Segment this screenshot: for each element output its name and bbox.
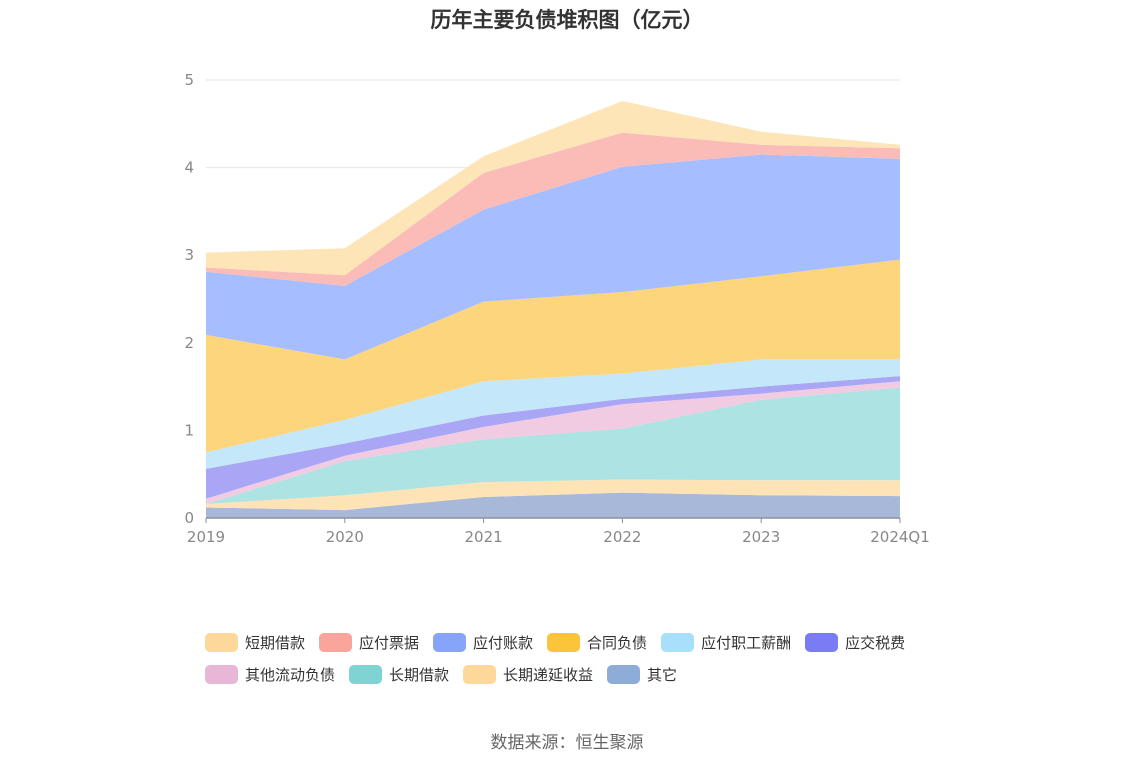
x-tick-label: 2022: [603, 528, 641, 546]
chart-plot: 0 1 2 3 4 5 2019 2020 2021 2022 2023 2024Q1: [184, 71, 929, 546]
legend-label: 应付职工薪酬: [701, 633, 792, 652]
legend-swatch: [349, 664, 383, 684]
y-tick-label: 5: [184, 71, 194, 89]
axis-layer: 0 1 2 3 4 5 2019 2020 2021 2022 2023 2024Q1: [184, 71, 929, 546]
legend-label: 应交税费: [845, 633, 906, 652]
legend-swatch: [607, 664, 641, 684]
legend-swatch: [463, 664, 497, 684]
area-series: [206, 259, 900, 453]
y-tick-label: 3: [184, 246, 194, 264]
legend-swatch: [433, 632, 467, 652]
legend-item[interactable]: 应付职工薪酬: [661, 630, 791, 654]
area-series: [206, 154, 900, 360]
area-series: [206, 479, 900, 511]
legend-item[interactable]: 应付票据: [319, 630, 419, 654]
legend-item[interactable]: 其它: [607, 662, 677, 686]
y-tick-label: 1: [184, 421, 194, 439]
legend-item[interactable]: 短期借款: [205, 630, 305, 654]
source-note: 数据来源：恒生聚源: [490, 733, 644, 753]
x-tick-label: 2020: [326, 528, 364, 546]
legend-label: 长期借款: [389, 665, 450, 684]
legend-label: 合同负债: [587, 633, 648, 652]
legend-label: 应付账款: [473, 633, 534, 652]
legend-label: 其他流动负债: [245, 665, 336, 684]
legend-label: 应付票据: [359, 633, 420, 652]
legend-swatch: [547, 632, 581, 652]
legend-item[interactable]: 其他流动负债: [205, 662, 335, 686]
y-tick-label: 4: [184, 159, 194, 177]
legend-item[interactable]: 长期递延收益: [463, 662, 593, 686]
area-series: [206, 387, 900, 504]
legend-label: 短期借款: [245, 633, 306, 652]
legend-label: 其它: [647, 665, 678, 684]
area-series: [206, 359, 900, 469]
legend-swatch: [319, 632, 353, 652]
legend-swatch: [205, 632, 238, 652]
x-tick-label: 2021: [465, 528, 503, 546]
legend-swatch: [661, 632, 695, 652]
legend-swatch: [805, 632, 839, 652]
x-tick-label: 2023: [742, 528, 780, 546]
area-series: [206, 381, 900, 504]
y-tick-label: 2: [184, 334, 194, 352]
legend-item[interactable]: 合同负债: [547, 630, 647, 654]
area-series: [206, 101, 900, 276]
legend-label: 长期递延收益: [503, 665, 594, 684]
x-tick-label: 2024Q1: [870, 528, 930, 546]
legend-item[interactable]: 长期借款: [349, 662, 449, 686]
y-tick-label: 0: [184, 509, 194, 527]
area-series: [206, 492, 900, 518]
legend-item[interactable]: 应付账款: [433, 630, 533, 654]
chart-title: 历年主要负债堆积图（亿元）: [430, 8, 704, 32]
legend-item[interactable]: 应交税费: [805, 630, 905, 654]
legend: 短期借款 应付票据 应付账款 合同负债 应付职工薪酬 应交税费其他流动负债 长期借款 长期递延…: [205, 630, 965, 694]
legend-swatch: [205, 664, 238, 684]
area-series: [206, 132, 900, 286]
area-layer: [206, 101, 900, 518]
x-tick-label: 2019: [187, 528, 225, 546]
